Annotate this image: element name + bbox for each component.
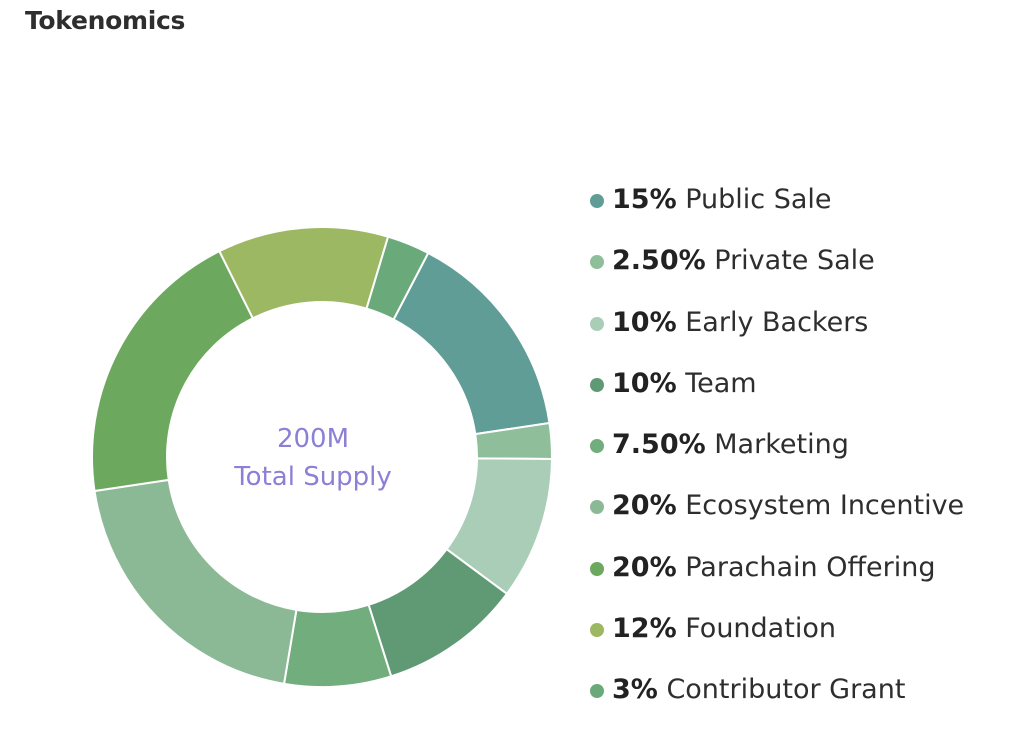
legend-text: 15% Public Sale bbox=[612, 182, 832, 218]
total-supply-caption: Total Supply bbox=[234, 462, 392, 492]
legend-label: Foundation bbox=[685, 613, 836, 645]
donut-chart-svg bbox=[91, 226, 554, 688]
legend-item: 7.50% Marketing bbox=[590, 427, 1020, 488]
legend-label: Team bbox=[685, 367, 757, 399]
legend-item: 2.50% Private Sale bbox=[590, 243, 1020, 304]
legend-label: Contributor Grant bbox=[666, 674, 906, 706]
legend-percentage: 20% bbox=[612, 551, 677, 583]
legend-dot-icon bbox=[590, 316, 604, 331]
legend-percentage: 10% bbox=[612, 306, 677, 338]
legend-text: 3% Contributor Grant bbox=[612, 672, 905, 708]
donut-slice-public-sale[interactable] bbox=[392, 251, 551, 436]
legend-item: 3% Contributor Grant bbox=[590, 672, 1020, 733]
legend-text: 20% Ecosystem Incentive bbox=[612, 488, 964, 524]
legend-percentage: 2.50% bbox=[612, 245, 706, 277]
legend-label: Parachain Offering bbox=[685, 551, 936, 583]
chart-legend: 15% Public Sale 2.50% Private Sale 10% Ear… bbox=[590, 182, 1020, 734]
donut-slice-ecosystem-incentive[interactable] bbox=[93, 478, 298, 685]
legend-label: Marketing bbox=[714, 429, 849, 461]
legend-dot-icon bbox=[590, 439, 604, 454]
legend-percentage: 3% bbox=[612, 674, 658, 706]
legend-item: 12% Foundation bbox=[590, 611, 1020, 672]
legend-item: 10% Team bbox=[590, 366, 1020, 427]
legend-dot-icon bbox=[590, 377, 604, 392]
legend-text: 10% Team bbox=[612, 366, 757, 402]
center-label: 200M Total Supply bbox=[213, 420, 413, 496]
legend-percentage: 10% bbox=[612, 367, 677, 399]
legend-percentage: 20% bbox=[612, 490, 677, 522]
legend-text: 12% Foundation bbox=[612, 611, 836, 647]
legend-dot-icon bbox=[590, 623, 604, 638]
legend-item: 10% Early Backers bbox=[590, 305, 1020, 366]
legend-label: Early Backers bbox=[685, 306, 869, 338]
legend-dot-icon bbox=[590, 255, 604, 270]
legend-text: 7.50% Marketing bbox=[612, 427, 849, 463]
total-supply-value: 200M bbox=[276, 424, 350, 454]
donut-slice-contributor-grant[interactable] bbox=[365, 235, 430, 321]
legend-dot-icon bbox=[590, 561, 604, 576]
legend-item: 15% Public Sale bbox=[590, 182, 1020, 243]
page-title: Tokenomics bbox=[25, 6, 186, 35]
legend-label: Ecosystem Incentive bbox=[685, 490, 965, 522]
donut-chart: 200M Total Supply bbox=[91, 226, 554, 688]
legend-text: 20% Parachain Offering bbox=[612, 550, 936, 586]
legend-dot-icon bbox=[590, 500, 604, 515]
legend-label: Public Sale bbox=[685, 184, 832, 215]
legend-label: Private Sale bbox=[714, 245, 875, 277]
legend-percentage: 12% bbox=[612, 613, 677, 645]
legend-percentage: 7.50% bbox=[612, 429, 706, 461]
legend-item: 20% Parachain Offering bbox=[590, 550, 1020, 611]
legend-dot-icon bbox=[590, 194, 604, 208]
legend-text: 2.50% Private Sale bbox=[612, 243, 875, 279]
legend-dot-icon bbox=[590, 684, 604, 699]
legend-percentage: 15% bbox=[612, 184, 677, 215]
legend-item: 20% Ecosystem Incentive bbox=[590, 488, 1020, 549]
legend-text: 10% Early Backers bbox=[612, 305, 868, 341]
